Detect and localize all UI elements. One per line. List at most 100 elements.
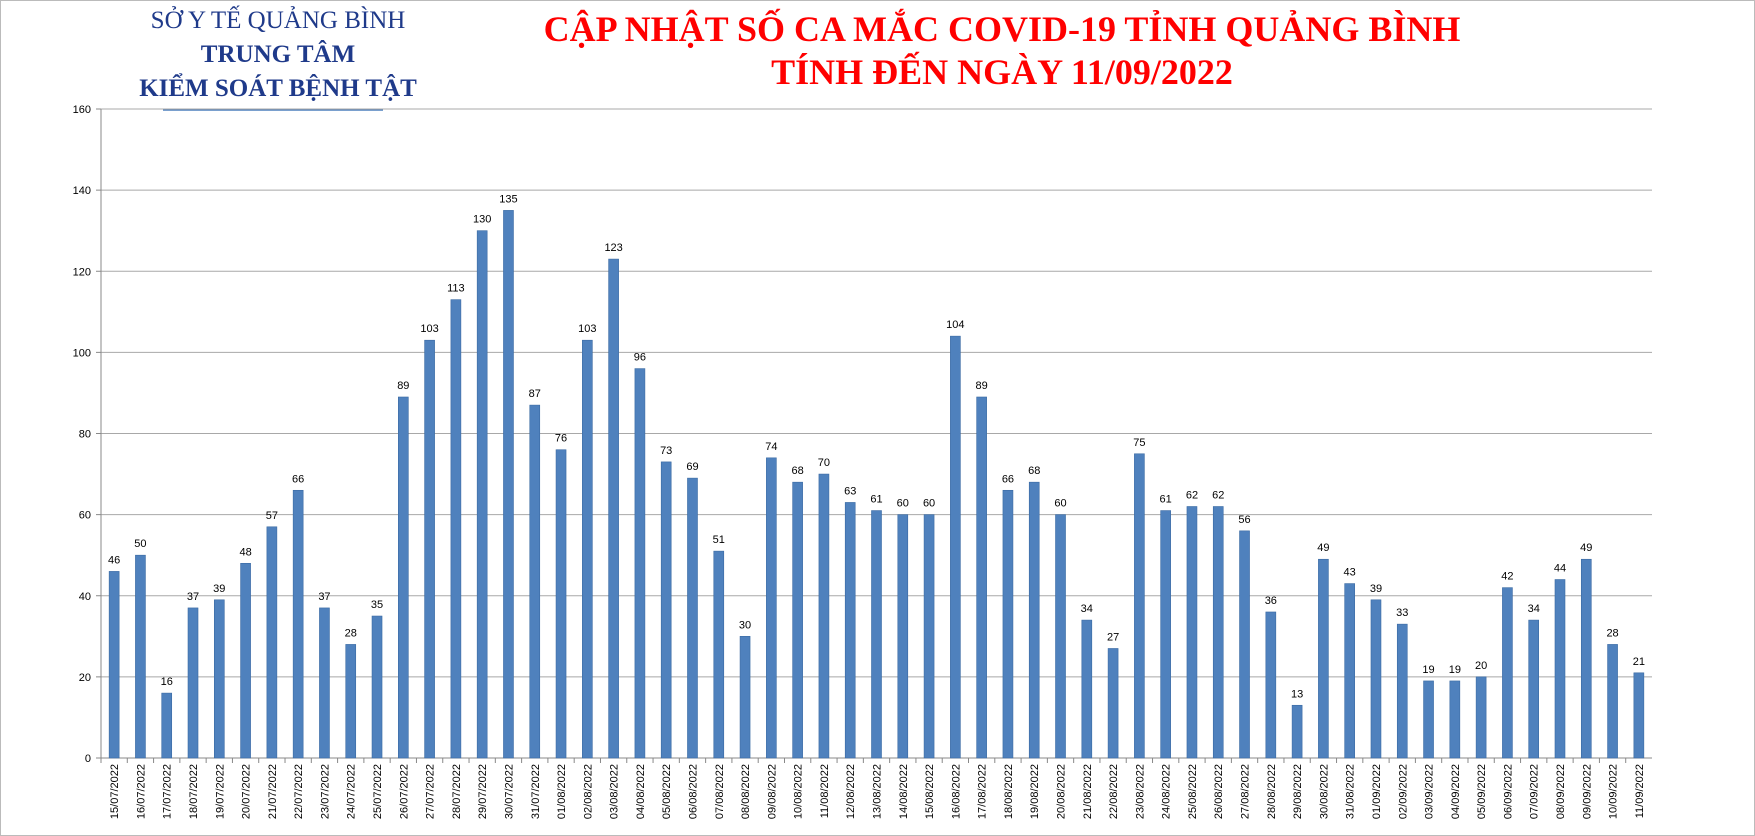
value-label: 61 (870, 494, 882, 506)
x-tick-label: 30/07/2022 (503, 764, 515, 819)
x-tick-label: 24/08/2022 (1161, 764, 1173, 819)
x-tick-label: 14/08/2022 (898, 764, 910, 819)
bar (1291, 704, 1303, 759)
value-label: 36 (1265, 595, 1277, 607)
bar (1239, 530, 1250, 759)
x-tick-label: 25/07/2022 (372, 764, 384, 819)
bar (897, 514, 909, 759)
x-tick-label: 29/08/2022 (1292, 764, 1304, 819)
x-tick-label: 26/08/2022 (1213, 764, 1225, 819)
x-tick-label: 27/08/2022 (1240, 764, 1252, 819)
value-label: 33 (1396, 607, 1408, 619)
y-tick-label: 100 (73, 347, 91, 359)
y-tick-label: 20 (79, 672, 91, 684)
y-tick-label: 0 (85, 753, 91, 765)
x-tick-label: 02/08/2022 (582, 764, 594, 819)
value-label: 104 (946, 319, 964, 331)
bar (818, 473, 830, 759)
bar (766, 457, 777, 759)
bar (1475, 676, 1487, 759)
value-label: 74 (765, 441, 777, 453)
bar (503, 210, 514, 759)
x-tick-label: 22/07/2022 (293, 764, 305, 819)
value-label: 34 (1528, 603, 1540, 615)
x-tick-label: 10/09/2022 (1608, 764, 1620, 819)
org-line: SỞ Y TẾ QUẢNG BÌNH (151, 5, 406, 34)
x-tick-label: 11/08/2022 (819, 764, 831, 818)
value-label: 130 (473, 214, 491, 226)
x-tick-label: 09/09/2022 (1581, 764, 1593, 819)
x-tick-label: 17/07/2022 (162, 764, 174, 819)
x-tick-label: 09/08/2022 (766, 764, 778, 819)
value-label: 49 (1317, 542, 1329, 554)
x-tick-label: 16/07/2022 (135, 764, 147, 819)
bar (1186, 506, 1198, 759)
value-label: 49 (1580, 542, 1592, 554)
x-tick-label: 13/08/2022 (872, 764, 884, 819)
value-label: 28 (1606, 627, 1618, 639)
bar (555, 449, 567, 759)
bar (1502, 587, 1513, 759)
value-label: 66 (292, 473, 304, 485)
x-tick-label: 18/08/2022 (1003, 764, 1015, 819)
bar (1449, 680, 1461, 759)
x-tick-label: 18/07/2022 (188, 764, 200, 819)
value-label: 60 (897, 498, 909, 510)
bar (187, 607, 199, 759)
bar (792, 481, 803, 759)
y-tick-label: 140 (73, 185, 91, 197)
x-tick-label: 23/08/2022 (1134, 764, 1146, 819)
value-label: 89 (976, 380, 988, 392)
value-label: 37 (318, 591, 330, 603)
value-label: 70 (818, 457, 830, 469)
bar (1028, 481, 1040, 759)
bar (371, 615, 383, 759)
bar (1265, 611, 1277, 759)
y-tick-label: 80 (79, 429, 91, 441)
bar (1370, 599, 1382, 759)
x-tick-label: 04/09/2022 (1450, 764, 1462, 819)
bar (345, 644, 357, 759)
value-label: 44 (1554, 563, 1566, 575)
value-label: 103 (420, 323, 438, 335)
value-label: 50 (134, 538, 146, 550)
value-label: 34 (1081, 603, 1093, 615)
value-label: 39 (213, 583, 225, 595)
x-tick-label: 01/09/2022 (1371, 764, 1383, 819)
bar (923, 514, 935, 759)
x-tick-label: 02/09/2022 (1397, 764, 1409, 819)
value-label: 60 (923, 498, 935, 510)
bar (871, 510, 882, 759)
chart-subtitle: TÍNH ĐẾN NGÀY 11/09/2022 (771, 52, 1233, 92)
value-label: 13 (1291, 688, 1303, 700)
bar (398, 396, 409, 759)
org-line: KIỂM SOÁT BỆNH TẬT (139, 73, 417, 102)
x-tick-label: 16/08/2022 (950, 764, 962, 819)
bar (108, 571, 120, 759)
bar (844, 502, 856, 759)
x-tick-label: 28/08/2022 (1266, 764, 1278, 819)
x-tick-label: 01/08/2022 (556, 764, 568, 819)
bar (634, 368, 646, 759)
bar (1002, 489, 1014, 759)
value-label: 28 (345, 627, 357, 639)
value-label: 43 (1344, 567, 1356, 579)
bar (950, 335, 961, 759)
value-label: 19 (1449, 664, 1461, 676)
x-tick-label: 27/07/2022 (425, 764, 437, 819)
bar (1580, 558, 1592, 759)
value-label: 21 (1633, 656, 1645, 668)
bar (1134, 453, 1145, 759)
x-tick-label: 28/07/2022 (451, 764, 463, 819)
bar (660, 461, 672, 759)
value-label: 135 (499, 193, 517, 205)
bar (739, 636, 751, 759)
y-tick-label: 160 (73, 104, 91, 116)
bar (1160, 510, 1171, 759)
value-label: 123 (604, 242, 622, 254)
value-label: 87 (529, 388, 541, 400)
x-tick-label: 10/08/2022 (793, 764, 805, 819)
x-tick-label: 03/08/2022 (609, 764, 621, 819)
bar (213, 599, 225, 759)
